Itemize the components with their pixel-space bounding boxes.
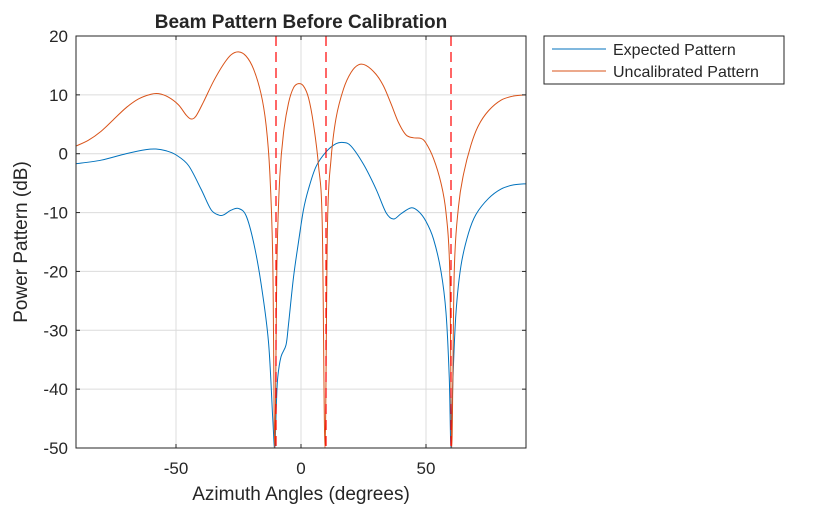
y-tick-label: -40	[43, 380, 68, 399]
x-tick-label: 50	[417, 459, 436, 478]
series-line-uncalibrated	[76, 51, 526, 448]
legend-label: Expected Pattern	[613, 42, 736, 59]
y-axis-label: Power Pattern (dB)	[11, 161, 32, 323]
chart-title: Beam Pattern Before Calibration	[155, 12, 447, 33]
legend: Expected Pattern Uncalibrated Pattern	[543, 35, 785, 85]
x-tick-label: 0	[296, 459, 305, 478]
y-tick-label: -30	[43, 321, 68, 340]
y-tick-label: -10	[43, 204, 68, 223]
y-tick-label: 0	[59, 145, 68, 164]
y-tick-label: 10	[49, 86, 68, 105]
legend-label: Uncalibrated Pattern	[613, 64, 759, 81]
axis-ticks: -50 0 50 -50 -40 -30 -20 -10 0 10 20	[43, 27, 526, 478]
x-tick-label: -50	[164, 459, 189, 478]
y-tick-label: -50	[43, 439, 68, 458]
x-axis-label: Azimuth Angles (degrees)	[192, 484, 410, 505]
y-tick-label: -20	[43, 262, 68, 281]
reference-lines	[275, 36, 452, 448]
y-tick-label: 20	[49, 27, 68, 46]
